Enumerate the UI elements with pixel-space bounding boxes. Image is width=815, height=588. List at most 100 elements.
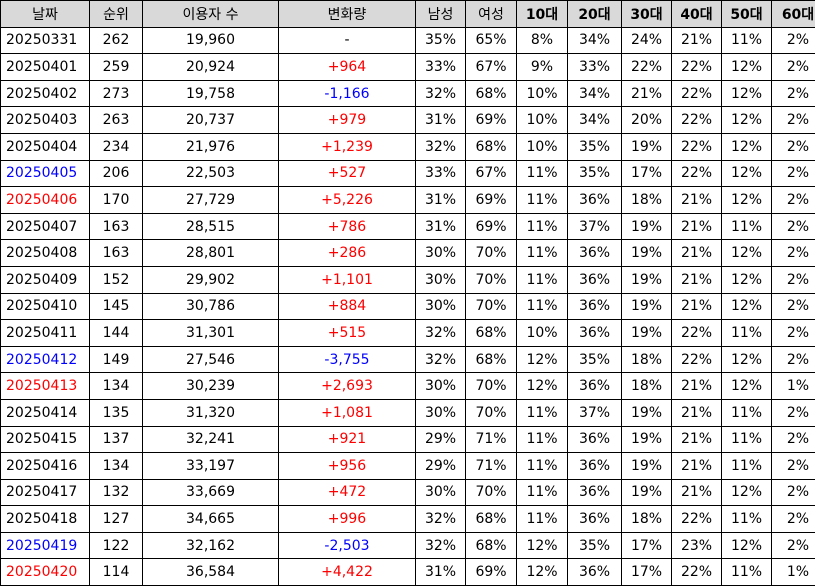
users-cell: 30,786	[142, 292, 279, 321]
rank-cell: 206	[89, 159, 143, 188]
date-cell: 20250404	[0, 132, 90, 161]
age-20s-cell: 35%	[567, 159, 622, 188]
users-cell: 27,729	[142, 186, 279, 214]
male-cell: 31%	[415, 186, 466, 214]
female-cell: 70%	[465, 478, 517, 507]
age-10s-cell: 11%	[516, 478, 568, 507]
change-cell: +921	[278, 425, 416, 454]
age-40s-cell: 22%	[671, 505, 722, 533]
table-row: 20250408 163 28,801 +286 30% 70% 11% 36% 19% 21% 1…	[0, 239, 815, 267]
female-cell: 68%	[465, 531, 517, 560]
change-cell: +884	[278, 292, 416, 321]
age-30s-cell: 19%	[621, 132, 672, 161]
date-cell: 20250409	[0, 265, 90, 294]
age-60s-cell: 2%	[771, 239, 815, 267]
age-50s-cell: 12%	[721, 531, 772, 560]
age-40s-cell: 21%	[671, 425, 722, 454]
female-cell: 71%	[465, 425, 517, 454]
female-cell: 67%	[465, 159, 517, 188]
age-30s-cell: 17%	[621, 159, 672, 188]
table-row: 20250406 170 27,729 +5,226 31% 69% 11% 36% 18% 21…	[0, 186, 815, 214]
age-60s-cell: 2%	[771, 345, 815, 374]
age-30s-cell: 19%	[621, 212, 672, 241]
age-10s-cell: 12%	[516, 345, 568, 374]
age-20s-cell: 34%	[567, 106, 622, 134]
header-age-50s: 50대	[721, 0, 772, 28]
age-50s-cell: 11%	[721, 505, 772, 533]
age-30s-cell: 19%	[621, 265, 672, 294]
age-50s-cell: 12%	[721, 186, 772, 214]
rank-cell: 170	[89, 186, 143, 214]
table-row: 20250414 135 31,320 +1,081 30% 70% 11% 37% 19% 21…	[0, 398, 815, 427]
age-50s-cell: 12%	[721, 345, 772, 374]
age-40s-cell: 21%	[671, 292, 722, 321]
age-20s-cell: 36%	[567, 558, 622, 587]
change-cell: -1,166	[278, 79, 416, 108]
age-50s-cell: 11%	[721, 558, 772, 587]
age-40s-cell: 21%	[671, 239, 722, 267]
table-row: 20250402 273 19,758 -1,166 32% 68% 10% 34% 21% 22…	[0, 79, 815, 108]
change-cell: +2,693	[278, 372, 416, 400]
rank-cell: 149	[89, 345, 143, 374]
male-cell: 31%	[415, 106, 466, 134]
rank-cell: 263	[89, 106, 143, 134]
age-60s-cell: 2%	[771, 132, 815, 161]
male-cell: 30%	[415, 239, 466, 267]
header-age-30s: 30대	[621, 0, 672, 28]
rank-cell: 127	[89, 505, 143, 533]
age-30s-cell: 24%	[621, 26, 672, 55]
date-cell: 20250406	[0, 186, 90, 214]
age-60s-cell: 2%	[771, 425, 815, 454]
header-users: 이용자 수	[142, 0, 279, 28]
female-cell: 69%	[465, 186, 517, 214]
date-cell: 20250415	[0, 425, 90, 454]
age-50s-cell: 11%	[721, 26, 772, 55]
age-40s-cell: 21%	[671, 372, 722, 400]
male-cell: 30%	[415, 265, 466, 294]
age-50s-cell: 11%	[721, 452, 772, 480]
age-40s-cell: 22%	[671, 132, 722, 161]
users-cell: 30,239	[142, 372, 279, 400]
table-row: 20250412 149 27,546 -3,755 32% 68% 12% 35% 18% 22…	[0, 345, 815, 374]
table-row: 20250405 206 22,503 +527 33% 67% 11% 35% 17% 22% 1…	[0, 159, 815, 188]
header-age-20s: 20대	[567, 0, 622, 28]
age-30s-cell: 19%	[621, 292, 672, 321]
age-30s-cell: 19%	[621, 319, 672, 347]
age-20s-cell: 37%	[567, 212, 622, 241]
date-cell: 20250411	[0, 319, 90, 347]
age-50s-cell: 12%	[721, 53, 772, 81]
age-50s-cell: 12%	[721, 106, 772, 134]
male-cell: 31%	[415, 212, 466, 241]
date-cell: 20250405	[0, 159, 90, 188]
age-60s-cell: 2%	[771, 79, 815, 108]
date-cell: 20250407	[0, 212, 90, 241]
change-cell: -2,503	[278, 531, 416, 560]
users-cell: 33,669	[142, 478, 279, 507]
age-50s-cell: 12%	[721, 265, 772, 294]
male-cell: 35%	[415, 26, 466, 55]
table-row: 20250403 263 20,737 +979 31% 69% 10% 34% 20% 22% 1…	[0, 106, 815, 134]
age-60s-cell: 2%	[771, 186, 815, 214]
age-10s-cell: 11%	[516, 186, 568, 214]
age-20s-cell: 36%	[567, 292, 622, 321]
rank-cell: 259	[89, 53, 143, 81]
age-60s-cell: 1%	[771, 558, 815, 587]
age-20s-cell: 36%	[567, 505, 622, 533]
change-cell: +5,226	[278, 186, 416, 214]
male-cell: 33%	[415, 53, 466, 81]
age-10s-cell: 12%	[516, 531, 568, 560]
age-40s-cell: 21%	[671, 212, 722, 241]
table-row: 20250416 134 33,197 +956 29% 71% 11% 36% 19% 21% 1…	[0, 452, 815, 480]
age-50s-cell: 12%	[721, 478, 772, 507]
age-40s-cell: 22%	[671, 319, 722, 347]
age-60s-cell: 2%	[771, 452, 815, 480]
users-cell: 34,665	[142, 505, 279, 533]
table-row: 20250409 152 29,902 +1,101 30% 70% 11% 36% 19% 21…	[0, 265, 815, 294]
age-20s-cell: 36%	[567, 239, 622, 267]
age-10s-cell: 11%	[516, 505, 568, 533]
age-40s-cell: 23%	[671, 531, 722, 560]
rank-cell: 152	[89, 265, 143, 294]
age-50s-cell: 12%	[721, 159, 772, 188]
age-60s-cell: 2%	[771, 531, 815, 560]
